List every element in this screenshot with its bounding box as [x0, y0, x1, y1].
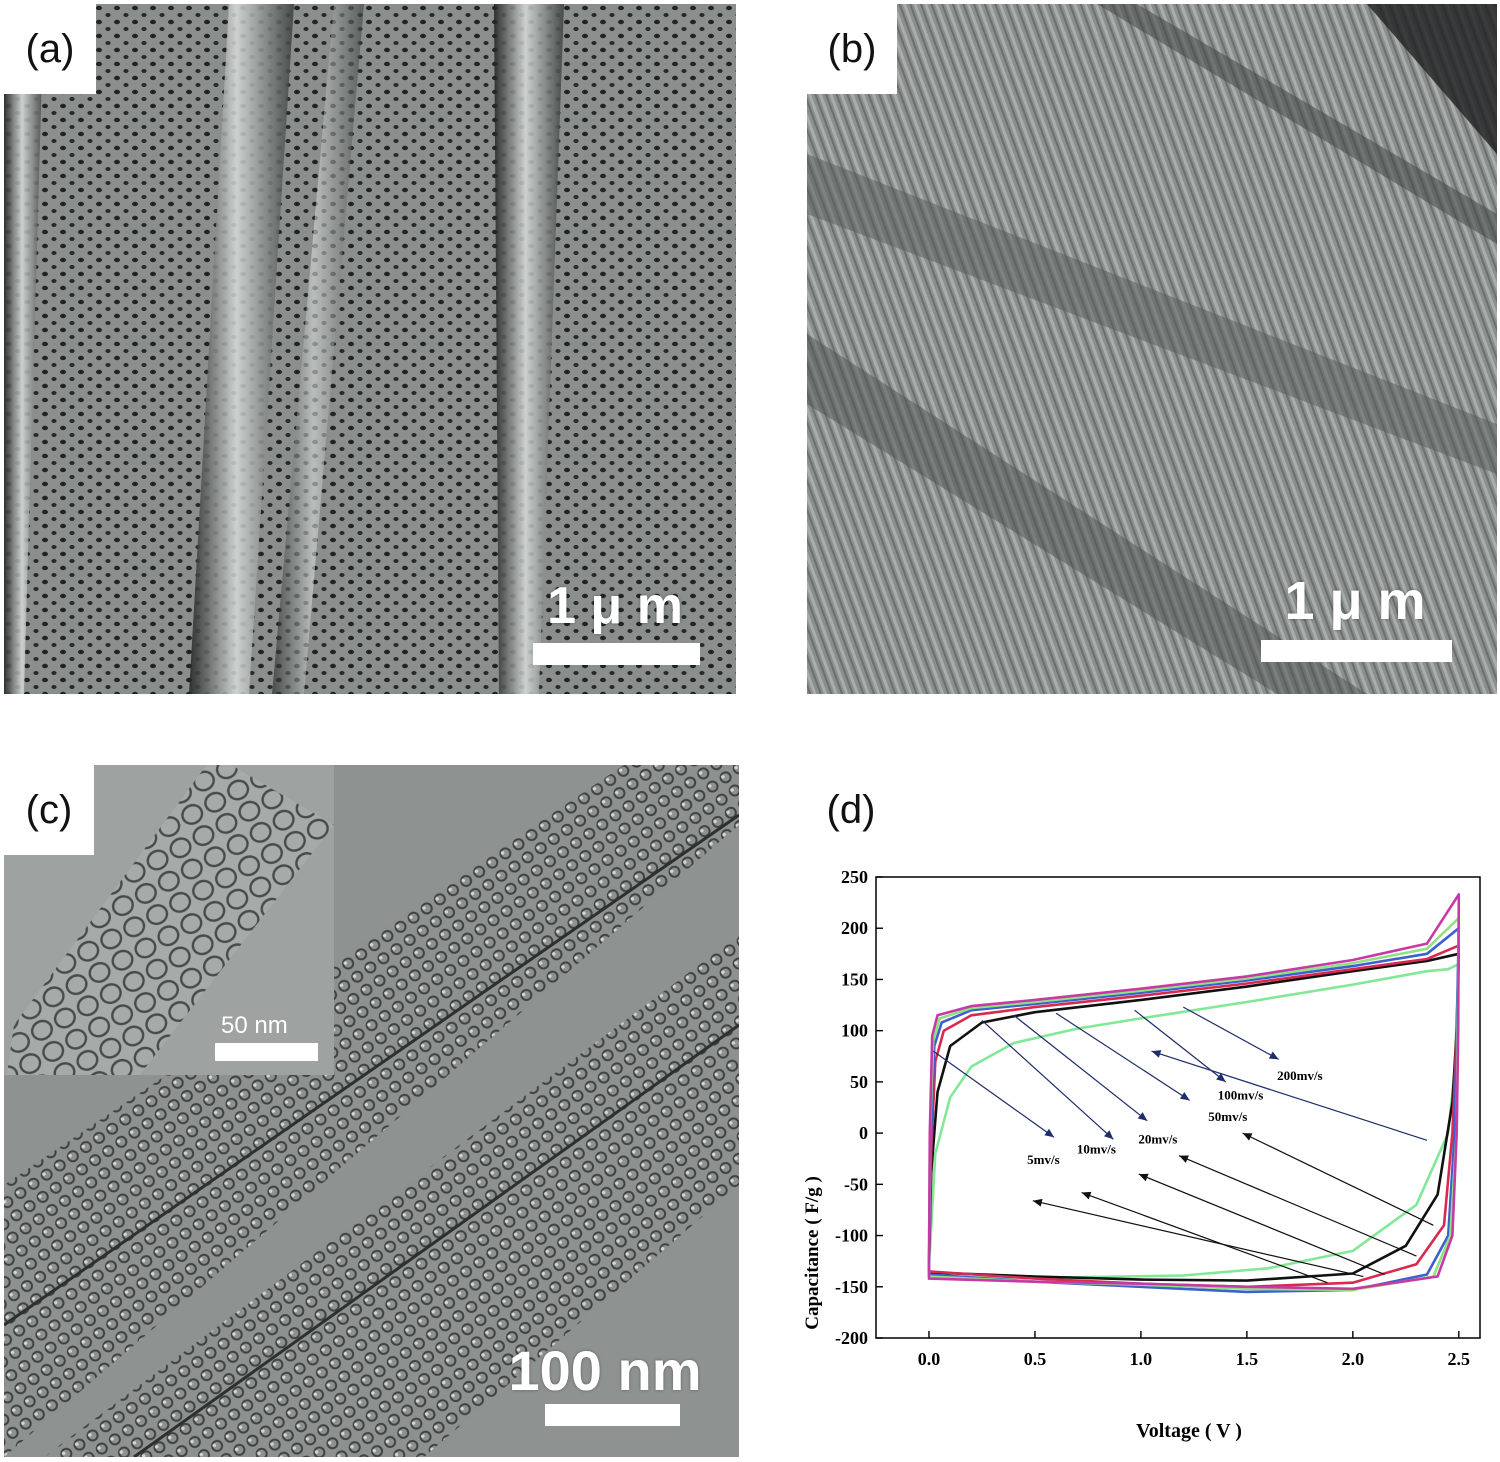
- annotation-arrow-head: [1151, 1050, 1162, 1058]
- panel-b-scale-label: 1 μ m: [1284, 571, 1426, 631]
- y-tick-label: 0: [859, 1123, 868, 1143]
- sem-texture-a: [4, 4, 736, 694]
- cv-chart-svg: Capacitance ( F/g ) Voltage ( V ) 0.0 0.5…: [802, 867, 1481, 1442]
- annotation-arrow-line: [1151, 1050, 1428, 1141]
- series-annotation-label: 5mv/s: [1027, 1152, 1060, 1167]
- plot-frame: [875, 876, 1481, 1339]
- annotation-arrow-head: [1081, 1191, 1092, 1200]
- sem-texture-b: [807, 4, 1497, 694]
- panel-d-chart: (d) Capacitance ( F/g ) Voltage ( V ) 0.…: [760, 765, 1500, 1462]
- plot-border: [875, 876, 1481, 1339]
- panel-b-scale-bar: [1261, 640, 1452, 662]
- annotation-arrow-line: [1055, 1012, 1190, 1101]
- panel-c-inset-scale-bar: [215, 1043, 318, 1061]
- annotation-arrow-head: [1137, 1112, 1148, 1121]
- x-tick-label: 1.0: [1130, 1349, 1153, 1369]
- inset-texture: [6, 765, 334, 1075]
- panel-d-label: (d): [806, 765, 896, 855]
- annotation-arrow-line: [1138, 1173, 1385, 1276]
- panel-a-sem-image: [4, 4, 736, 694]
- panel-a-scale-label: 1 μ m: [547, 577, 683, 635]
- panel-c-scale-bar: [545, 1404, 680, 1426]
- panel-a-scale-bar: [533, 643, 700, 665]
- annotation-arrow-line: [1081, 1191, 1328, 1284]
- annotation-arrow-head: [1032, 1198, 1043, 1207]
- annotation-arrow-line: [1032, 1200, 1364, 1278]
- cv-curve-20mv-s: [927, 944, 1461, 1289]
- series-annotation-label: 200mv/s: [1277, 1068, 1323, 1083]
- x-tick-label: 2.0: [1342, 1349, 1365, 1369]
- annotation-arrow-line: [1178, 1155, 1417, 1257]
- annotation-arrow-head: [1044, 1128, 1055, 1138]
- x-tick-label: 1.5: [1236, 1349, 1259, 1369]
- annotation-arrow-head: [1138, 1173, 1149, 1182]
- x-tick-label: 0.0: [918, 1349, 941, 1369]
- panel-a-label: (a): [4, 4, 96, 94]
- tick-group: 0.0 0.5 1.0 1.5 2.0 2.5 -200 -150 -100 -50 0 50 100 1…: [835, 867, 1470, 1369]
- panel-c-inset-scale-label: 50 nm: [221, 1012, 288, 1039]
- panel-b-sem-image: [807, 4, 1497, 694]
- y-tick-label: -100: [835, 1226, 868, 1246]
- series-annotation-label: 100mv/s: [1218, 1087, 1264, 1102]
- annotation-arrow-head: [1104, 1130, 1114, 1140]
- annotation-arrow-head: [1216, 1073, 1226, 1082]
- y-tick-label: 50: [850, 1072, 868, 1092]
- panel-c-label: (c): [4, 765, 94, 855]
- x-tick-label: 0.5: [1024, 1349, 1047, 1369]
- x-axis-label: Voltage ( V ): [1136, 1420, 1242, 1442]
- y-tick-label: 250: [841, 867, 868, 887]
- annotation-arrow-head: [1268, 1051, 1279, 1060]
- y-tick-label: -150: [835, 1277, 868, 1297]
- cv-curve-5mv-s: [927, 962, 1461, 1279]
- annotation-arrow-line: [1183, 1006, 1279, 1060]
- series-annotation-label: 50mv/s: [1208, 1109, 1247, 1124]
- series-group: [927, 893, 1461, 1294]
- tem-texture-c: [4, 765, 739, 1457]
- y-axis-label: Capacitance ( F/g ): [802, 1176, 823, 1330]
- panel-c-scale-label: 100 nm: [508, 1339, 702, 1402]
- annotation-arrow-line: [981, 1019, 1114, 1140]
- annotation-arrow-head: [1179, 1092, 1190, 1101]
- y-tick-label: -200: [835, 1328, 868, 1348]
- y-tick-label: 150: [841, 969, 868, 989]
- y-tick-label: 200: [841, 918, 868, 938]
- annotation-arrow-line: [1013, 1014, 1148, 1122]
- arrow-group: [932, 1006, 1434, 1284]
- annotation-arrow-head: [1242, 1133, 1253, 1141]
- panel-b-label: (b): [807, 4, 897, 94]
- x-tick-label: 2.5: [1448, 1349, 1471, 1369]
- series-annotation-label: 20mv/s: [1138, 1131, 1177, 1146]
- annotation-arrow-head: [1179, 1155, 1189, 1163]
- series-annotation-label: 10mv/s: [1077, 1142, 1116, 1157]
- annotation-group: 200mv/s 100mv/s 50mv/s 20mv/s 10mv/s 5mv/s: [1027, 1068, 1322, 1167]
- y-tick-label: -50: [844, 1174, 868, 1194]
- y-tick-label: 100: [841, 1021, 868, 1041]
- annotation-arrow-line: [1242, 1132, 1434, 1226]
- annotation-arrow-line: [932, 1050, 1055, 1138]
- cv-curve-200mv-s: [927, 893, 1461, 1291]
